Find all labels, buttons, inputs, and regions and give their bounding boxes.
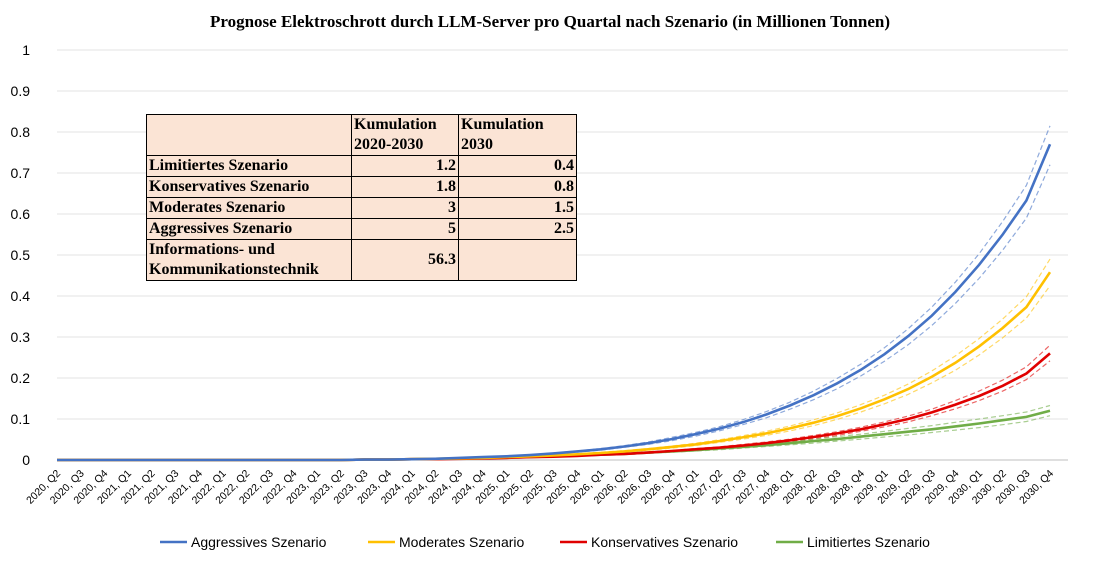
y-tick-label: 0.6 <box>11 206 31 222</box>
y-tick-label: 0.2 <box>11 370 31 386</box>
inset-row-2030 <box>458 239 577 281</box>
series-band-upper <box>57 258 1051 461</box>
legend-label: Limitiertes Szenario <box>807 534 930 550</box>
series-band-upper <box>57 344 1051 461</box>
series-group <box>57 125 1052 462</box>
chart-title: Prognose Elektroschrott durch LLM-Server… <box>210 12 890 31</box>
series-line <box>57 352 1051 462</box>
inset-header-empty <box>146 114 352 156</box>
inset-row-2030: 0.8 <box>458 176 577 198</box>
inset-row-cumulative: 56.3 <box>351 239 459 281</box>
inset-row: Konservatives Szenario 1.8 0.8 <box>146 176 577 198</box>
y-tick-label: 0.7 <box>11 165 31 181</box>
inset-row: Limitiertes Szenario 1.2 0.4 <box>146 155 577 177</box>
inset-row-2030: 0.4 <box>458 155 577 177</box>
inset-row: Informations- und Kommunikationstechnik … <box>146 239 577 281</box>
y-tick-label: 0.5 <box>11 247 31 263</box>
y-tick-label: 0.8 <box>11 124 31 140</box>
inset-header-cumulative: Kumulation 2020-2030 <box>351 114 459 156</box>
y-tick-label: 0.1 <box>11 411 31 427</box>
inset-row-label: Moderates Szenario <box>146 197 352 219</box>
legend-label: Aggressives Szenario <box>191 534 327 550</box>
inset-row: Moderates Szenario 3 1.5 <box>146 197 577 219</box>
inset-row-cumulative: 3 <box>351 197 459 219</box>
legend-label: Moderates Szenario <box>399 534 525 550</box>
inset-table: Kumulation 2020-2030 Kumulation 2030 Lim… <box>146 114 577 281</box>
series-band-lower <box>57 360 1051 461</box>
inset-row-cumulative: 1.8 <box>351 176 459 198</box>
series-band-lower <box>57 285 1051 461</box>
legend-label: Konservatives Szenario <box>591 534 738 550</box>
inset-row-label: Konservatives Szenario <box>146 176 352 198</box>
inset-row-2030: 2.5 <box>458 218 577 240</box>
inset-row-label: Informations- und Kommunikationstechnik <box>146 239 352 281</box>
inset-header-2030: Kumulation 2030 <box>458 114 577 156</box>
inset-row-2030: 1.5 <box>458 197 577 219</box>
y-tick-label: 0.3 <box>11 329 31 345</box>
y-tick-label: 0.9 <box>11 83 31 99</box>
inset-row: Aggressives Szenario 5 2.5 <box>146 218 577 240</box>
legend: Aggressives Szenario Moderates Szenario Ko… <box>160 534 930 550</box>
y-tick-label: 1 <box>22 42 30 58</box>
inset-row-label: Aggressives Szenario <box>146 218 352 240</box>
y-tick-label: 0 <box>22 452 30 468</box>
y-axis: 0 0.1 0.2 0.3 0.4 0.5 0.6 0.7 0.8 0.9 1 <box>11 42 31 468</box>
series-line <box>57 143 1052 462</box>
inset-row-cumulative: 5 <box>351 218 459 240</box>
inset-header-row: Kumulation 2020-2030 Kumulation 2030 <box>146 114 577 156</box>
inset-row-cumulative: 1.2 <box>351 155 459 177</box>
y-tick-label: 0.4 <box>11 288 31 304</box>
inset-row-label: Limitiertes Szenario <box>146 155 352 177</box>
